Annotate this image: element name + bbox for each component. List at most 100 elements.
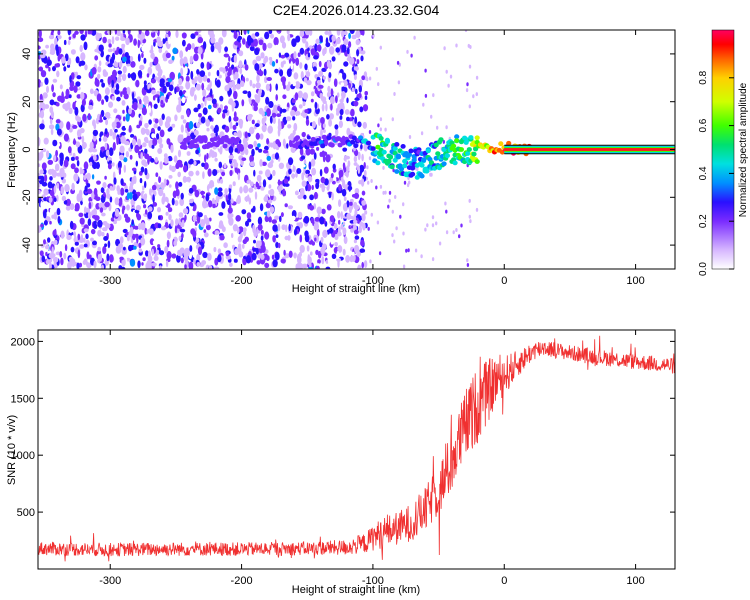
noise-cell — [252, 224, 256, 234]
noise-cell — [142, 142, 147, 148]
noise-cell — [119, 154, 125, 161]
signal-cell — [384, 139, 390, 145]
noise-cell — [40, 201, 43, 209]
noise-cell — [223, 162, 227, 169]
noise-cell — [343, 196, 347, 202]
noise-cell — [274, 252, 280, 261]
noise-cell — [83, 175, 87, 181]
noise-cell — [309, 263, 312, 268]
noise-cell — [153, 56, 159, 65]
noise-cell — [136, 124, 141, 129]
noise-cell — [275, 146, 280, 151]
noise-cell — [151, 248, 154, 256]
noise-cell — [167, 30, 171, 37]
noise-cell — [124, 52, 129, 58]
spectrogram-x-ticks: -300 -200 -100 0 100 — [99, 30, 645, 287]
noise-cell — [47, 159, 54, 165]
noise-cell — [114, 208, 120, 217]
noise-cell — [349, 215, 354, 220]
noise-cell — [251, 119, 255, 125]
noise-cell — [141, 159, 147, 166]
noise-cell — [377, 82, 380, 87]
noise-cell — [242, 38, 246, 45]
noise-cell — [402, 202, 405, 207]
noise-cell — [337, 231, 342, 237]
noise-cell — [222, 67, 226, 74]
noise-cell — [330, 237, 334, 245]
noise-cell — [363, 170, 367, 177]
noise-cell — [343, 236, 348, 245]
noise-cell — [144, 30, 150, 37]
signal-cell — [375, 160, 381, 166]
noise-cell — [38, 189, 41, 195]
noise-cell — [367, 180, 370, 185]
noise-cell — [360, 144, 363, 150]
noise-cell — [306, 80, 312, 86]
noise-cell — [209, 180, 215, 188]
noise-cell — [84, 64, 88, 71]
noise-cell — [144, 148, 148, 154]
noise-cell — [294, 190, 299, 196]
noise-cell — [164, 120, 170, 129]
noise-cell — [475, 75, 479, 80]
noise-cell — [217, 187, 223, 192]
signal-cell — [238, 143, 244, 149]
noise-cell — [177, 134, 183, 143]
noise-cell — [247, 218, 252, 223]
noise-cell — [189, 88, 195, 97]
noise-cell — [162, 38, 166, 45]
noise-cell — [52, 92, 56, 98]
snr-panel: -300 -200 -100 0 100 500 1000 1500 2000 Height … — [6, 329, 676, 596]
noise-cell — [384, 190, 387, 195]
noise-cell — [335, 128, 339, 137]
noise-cell — [233, 258, 238, 263]
noise-cell — [344, 202, 348, 211]
noise-cell — [211, 98, 217, 105]
noise-cell — [272, 235, 276, 243]
noise-cell — [370, 212, 373, 217]
noise-cell — [228, 146, 234, 154]
noise-cell — [52, 66, 56, 72]
noise-cell — [202, 251, 208, 259]
noise-cell — [137, 260, 141, 269]
noise-cell — [149, 61, 153, 68]
signal-cell — [451, 143, 457, 149]
noise-cell — [274, 68, 279, 74]
noise-cell — [301, 131, 306, 138]
noise-cell — [275, 139, 280, 145]
noise-cell — [288, 157, 294, 166]
noise-cell — [293, 161, 298, 167]
noise-cell — [46, 59, 52, 66]
x-tick-label: -100 — [362, 275, 384, 287]
noise-cell — [355, 88, 358, 95]
noise-cell — [227, 62, 231, 68]
colorbar-tick-label: 0.8 — [698, 70, 709, 84]
noise-cell — [43, 137, 49, 145]
noise-cell — [277, 242, 281, 249]
noise-cell — [258, 39, 264, 46]
noise-cell — [315, 182, 320, 189]
noise-cell — [198, 152, 201, 157]
noise-cell — [322, 229, 328, 238]
noise-cell — [131, 104, 135, 109]
noise-cell — [158, 175, 162, 183]
noise-cell — [88, 104, 94, 110]
noise-cell — [242, 243, 245, 249]
noise-cell — [202, 88, 207, 98]
noise-cell — [328, 119, 332, 127]
noise-cell — [315, 249, 319, 256]
noise-cell — [90, 58, 95, 68]
noise-cell — [180, 67, 184, 76]
noise-cell — [83, 228, 89, 233]
signal-cell — [235, 137, 241, 142]
noise-cell — [348, 82, 351, 89]
noise-cell — [234, 40, 239, 46]
noise-cell — [67, 146, 72, 154]
signal-cell — [402, 158, 408, 164]
noise-cell — [284, 52, 290, 58]
noise-cell — [325, 266, 331, 269]
noise-cell — [278, 52, 282, 58]
noise-cell — [88, 147, 93, 153]
noise-cell — [50, 43, 55, 51]
y-tick-label: -40 — [21, 237, 33, 253]
